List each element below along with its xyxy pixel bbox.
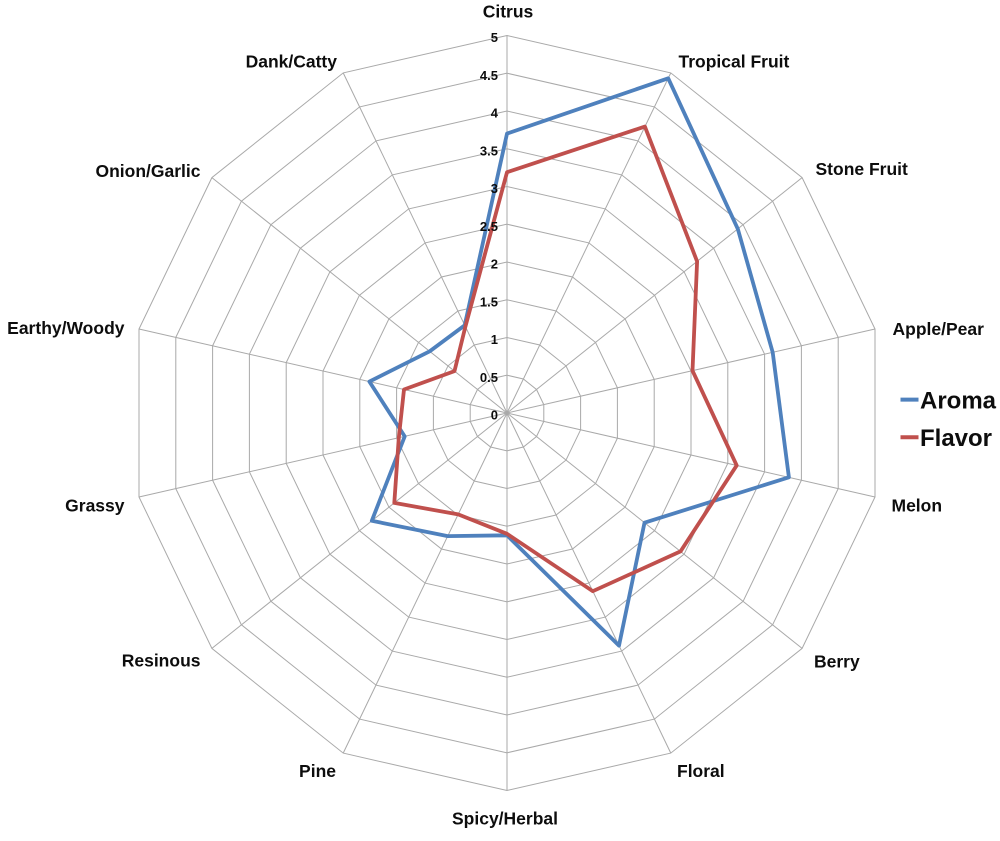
svg-text:Melon: Melon [892,496,943,516]
svg-text:Onion/Garlic: Onion/Garlic [95,161,200,181]
svg-text:Stone Fruit: Stone Fruit [816,159,909,179]
svg-text:0: 0 [491,408,498,423]
svg-text:4: 4 [491,106,499,121]
svg-text:Grassy: Grassy [65,496,125,516]
svg-text:Earthy/Woody: Earthy/Woody [7,318,125,338]
svg-text:Dank/Catty: Dank/Catty [246,52,338,72]
svg-text:5: 5 [491,30,498,45]
svg-text:4.5: 4.5 [480,68,498,83]
svg-text:2: 2 [491,257,498,272]
svg-text:Pine: Pine [299,761,336,781]
svg-text:Tropical Fruit: Tropical Fruit [679,52,790,72]
svg-text:1.5: 1.5 [480,294,498,309]
svg-text:1: 1 [491,332,498,347]
svg-text:Floral: Floral [677,761,725,781]
svg-text:Citrus: Citrus [483,2,534,22]
svg-text:Apple/Pear: Apple/Pear [893,319,985,339]
svg-text:Berry: Berry [814,652,860,672]
svg-text:Flavor: Flavor [920,425,992,452]
svg-text:3: 3 [491,181,498,196]
svg-text:Resinous: Resinous [122,651,201,671]
svg-text:Aroma: Aroma [920,388,997,415]
svg-text:2.5: 2.5 [480,219,498,234]
svg-text:0.5: 0.5 [480,370,498,385]
svg-text:3.5: 3.5 [480,143,498,158]
svg-text:Spicy/Herbal: Spicy/Herbal [452,809,558,829]
